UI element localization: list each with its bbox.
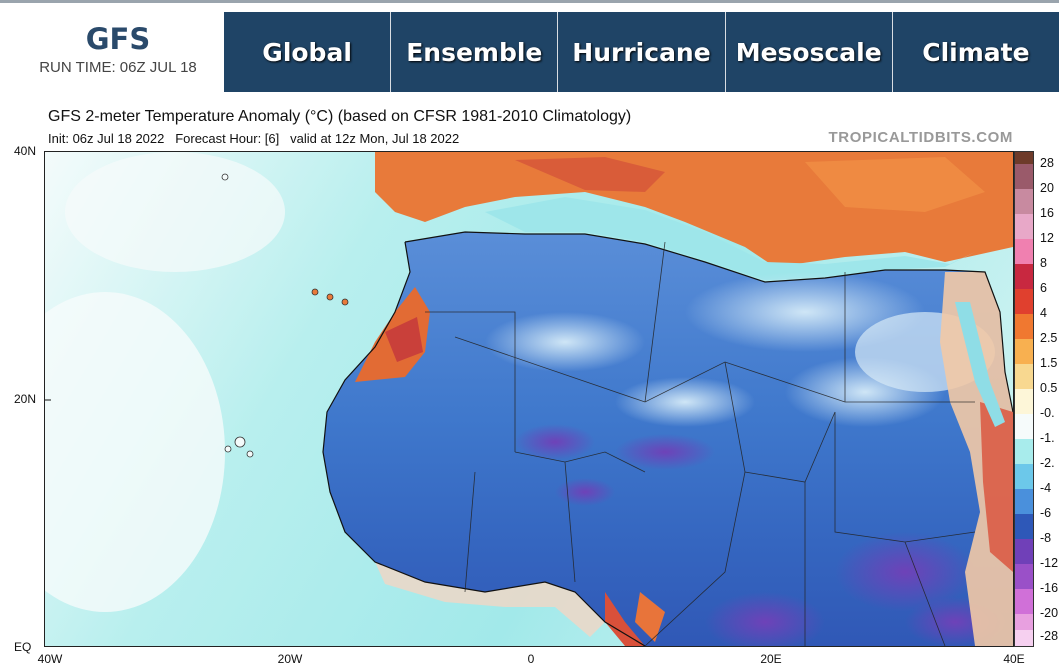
colorbar-label: 20 bbox=[1040, 181, 1054, 195]
colorbar-label: -1. bbox=[1040, 431, 1055, 445]
lon-label-40w: 40W bbox=[37, 652, 63, 666]
colorbar-label: 1.5 bbox=[1040, 356, 1058, 370]
colorbar-label: -8 bbox=[1040, 531, 1052, 545]
colorbar-label: 6 bbox=[1040, 281, 1047, 295]
lon-label-20e: 20E bbox=[760, 652, 782, 666]
colorbar-label: 12 bbox=[1040, 231, 1054, 245]
colorbar-swatches bbox=[1015, 152, 1033, 646]
temperature-anomaly-map[interactable] bbox=[44, 151, 1014, 647]
colorbar-label: -12 bbox=[1040, 556, 1059, 570]
colorbar-label: -0. bbox=[1040, 406, 1055, 420]
colorbar-label: -2. bbox=[1040, 456, 1055, 470]
colorbar-label: -6 bbox=[1040, 506, 1052, 520]
nav-tab-ensemble[interactable]: Ensemble bbox=[390, 12, 558, 92]
map-subtitle: Init: 06z Jul 18 2022 Forecast Hour: [6]… bbox=[48, 131, 459, 146]
model-title: GFS bbox=[85, 22, 151, 56]
run-time: RUN TIME: 06Z JUL 18 bbox=[39, 59, 197, 76]
nav-tab-hurricane[interactable]: Hurricane bbox=[557, 12, 725, 92]
site-logo[interactable]: GFS RUN TIME: 06Z JUL 18 bbox=[18, 20, 218, 78]
lon-label-0: 0 bbox=[527, 652, 535, 666]
lon-label-40e: 40E bbox=[1003, 652, 1025, 666]
lon-label-20w: 20W bbox=[277, 652, 303, 666]
lat-label-20n: 20N bbox=[14, 392, 37, 406]
colorbar-label: 8 bbox=[1040, 256, 1047, 270]
colorbar-label: 0.5 bbox=[1040, 381, 1058, 395]
colorbar-label: 4 bbox=[1040, 306, 1047, 320]
main-nav: Global Ensemble Hurricane Mesoscale Clim… bbox=[224, 12, 1059, 92]
colorbar-label: 16 bbox=[1040, 206, 1054, 220]
mediterranean-sea bbox=[485, 197, 975, 280]
top-border bbox=[0, 0, 1059, 3]
nav-tab-mesoscale[interactable]: Mesoscale bbox=[724, 12, 892, 92]
forecast-hour: Forecast Hour: [6] bbox=[175, 131, 280, 146]
lat-label-40n: 40N bbox=[14, 144, 37, 158]
lat-label-eq: EQ bbox=[14, 640, 32, 654]
colorbar-label: -16 bbox=[1040, 581, 1059, 595]
nav-tab-global[interactable]: Global bbox=[224, 12, 391, 92]
init-time: Init: 06z Jul 18 2022 bbox=[48, 131, 165, 146]
colorbar-label: -4 bbox=[1040, 481, 1052, 495]
colorbar-label: 28 bbox=[1040, 156, 1054, 170]
site-credit: TROPICALTIDBITS.COM bbox=[828, 129, 1013, 146]
valid-time: valid at 12z Mon, Jul 18 2022 bbox=[290, 131, 460, 146]
colorbar-label: -28 bbox=[1040, 629, 1059, 643]
country-borders bbox=[425, 241, 976, 646]
map-title: GFS 2-meter Temperature Anomaly (°C) (ba… bbox=[48, 108, 632, 125]
colorbar bbox=[1014, 151, 1034, 647]
colorbar-label: -20 bbox=[1040, 606, 1059, 620]
colorbar-label: 2.5 bbox=[1040, 331, 1058, 345]
map-graphic bbox=[45, 152, 1013, 646]
nav-tab-climate[interactable]: Climate bbox=[891, 12, 1059, 92]
